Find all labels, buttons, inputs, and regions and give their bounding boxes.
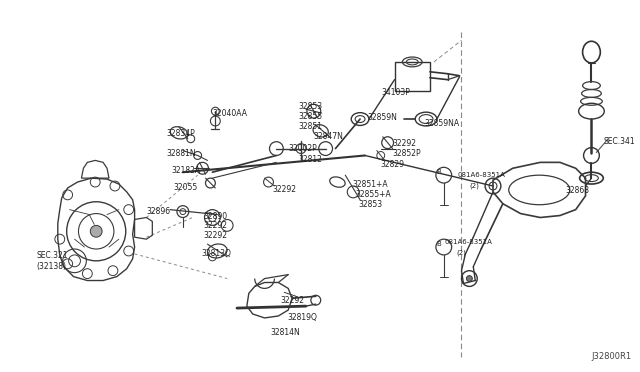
Text: 32040AA: 32040AA: [212, 109, 248, 118]
Text: B: B: [436, 241, 441, 247]
Text: 32851+A: 32851+A: [352, 180, 388, 189]
Text: 34103P: 34103P: [381, 87, 411, 97]
Text: 32851: 32851: [298, 122, 322, 131]
Text: 32834P: 32834P: [166, 129, 195, 138]
Text: (2): (2): [456, 249, 467, 256]
Text: 32855+A: 32855+A: [355, 190, 391, 199]
Text: 081A6-8351A: 081A6-8351A: [445, 239, 493, 245]
Text: 32055: 32055: [173, 183, 197, 192]
Text: 32292: 32292: [204, 231, 228, 240]
Text: 32292: 32292: [273, 185, 296, 194]
Text: (32138): (32138): [36, 262, 66, 271]
Text: 32868: 32868: [566, 186, 590, 195]
Text: 32819Q: 32819Q: [287, 313, 317, 322]
Bar: [394, 62, 430, 92]
Text: 32890: 32890: [204, 212, 228, 221]
Text: 32852P: 32852P: [392, 148, 421, 158]
Text: 32002P: 32002P: [288, 144, 317, 153]
Text: 32292: 32292: [204, 221, 228, 230]
Text: 32855: 32855: [298, 112, 322, 121]
Text: 32814N: 32814N: [271, 328, 300, 337]
Text: SEC.341: SEC.341: [604, 137, 635, 146]
Text: 32896: 32896: [147, 207, 170, 216]
Text: 32859N: 32859N: [367, 113, 397, 122]
Text: B: B: [436, 169, 441, 175]
Text: 081A6-8351A: 081A6-8351A: [458, 172, 506, 178]
Text: 32881N: 32881N: [166, 148, 196, 158]
Text: (2): (2): [469, 182, 479, 189]
Text: 32292: 32292: [392, 139, 417, 148]
Text: SEC.321: SEC.321: [36, 251, 68, 260]
Text: 32812: 32812: [298, 155, 322, 164]
Text: 32859NA: 32859NA: [424, 119, 459, 128]
Text: 32292: 32292: [280, 296, 305, 305]
Text: 32829: 32829: [381, 160, 404, 169]
Text: 32847N: 32847N: [314, 132, 344, 141]
Text: 32182A: 32182A: [171, 166, 200, 175]
Circle shape: [90, 225, 102, 237]
Text: J32800R1: J32800R1: [591, 352, 632, 361]
Text: 32813Q: 32813Q: [202, 249, 232, 258]
Text: 32853: 32853: [358, 200, 382, 209]
Circle shape: [467, 276, 472, 282]
Text: 32853: 32853: [298, 102, 322, 111]
